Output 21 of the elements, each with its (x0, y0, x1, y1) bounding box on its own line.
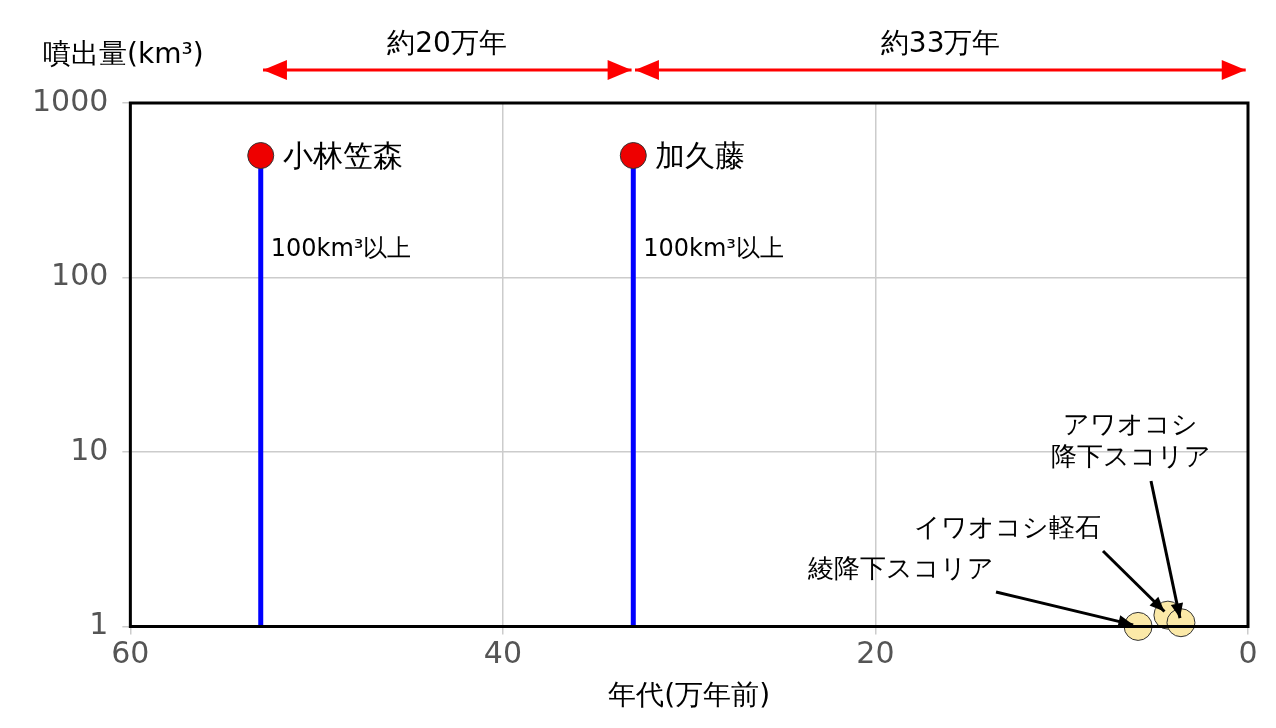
text: 約33万年 (880, 26, 1001, 59)
x-tick-label: 0 (1238, 635, 1258, 671)
x-tick-label: 20 (856, 635, 895, 671)
annotation: 小林笠森 (282, 137, 403, 173)
annotation: 100km³以上 (270, 233, 412, 262)
x-tick-label: 60 (111, 635, 150, 671)
annotation: 100km³以上 (643, 233, 784, 262)
annotation: アワオコシ降下スコリア (1050, 407, 1211, 473)
annotation: イワオコシ軽石 (914, 511, 1102, 542)
point (247, 142, 275, 170)
y-tick-label: 1000 (31, 82, 109, 118)
y-tick-label: 1 (89, 606, 109, 642)
x-tick-label: 40 (483, 635, 522, 671)
annotation: 加久藤 (655, 137, 746, 173)
y-tick-label: 100 (51, 257, 109, 293)
point (619, 142, 647, 170)
y-tick-label: 10 (70, 431, 109, 467)
text: 約20万年 (387, 26, 507, 59)
y-axis-title: 噴出量(km³) (43, 36, 204, 70)
annotation: 綾降下スコリア (808, 552, 995, 583)
x-axis-title: 年代(万年前) (608, 678, 771, 712)
